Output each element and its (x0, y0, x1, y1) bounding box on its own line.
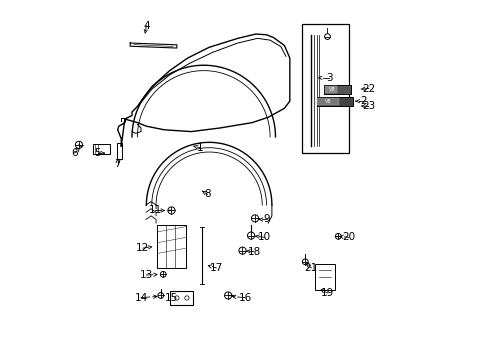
Text: 4: 4 (143, 21, 149, 31)
Text: 17: 17 (210, 263, 223, 273)
Text: 5: 5 (95, 148, 101, 158)
Text: 6: 6 (72, 148, 78, 158)
Text: 10: 10 (258, 232, 271, 242)
Text: 9: 9 (263, 215, 270, 224)
Text: 8: 8 (204, 189, 211, 199)
Text: V8: V8 (325, 99, 331, 104)
Text: 12: 12 (136, 243, 149, 253)
Text: 13: 13 (140, 270, 153, 280)
Bar (302, 24, 349, 153)
Text: V8: V8 (329, 87, 335, 92)
Bar (317, 97, 353, 106)
Bar (117, 143, 122, 159)
Text: 7: 7 (114, 159, 121, 169)
Text: 22: 22 (362, 84, 375, 94)
Text: 11: 11 (149, 206, 162, 216)
Text: 19: 19 (321, 288, 334, 298)
Bar (324, 86, 337, 93)
Text: 18: 18 (247, 247, 261, 257)
Bar (318, 98, 339, 105)
Bar (324, 85, 351, 94)
Text: 2: 2 (360, 96, 367, 106)
Text: 3: 3 (326, 73, 333, 83)
Text: 16: 16 (238, 293, 252, 303)
Text: 21: 21 (305, 263, 318, 273)
Text: 20: 20 (343, 232, 356, 242)
Text: 1: 1 (197, 143, 203, 153)
Text: 15: 15 (165, 293, 178, 303)
Text: 14: 14 (134, 293, 147, 303)
Text: 23: 23 (362, 102, 375, 112)
Bar (170, 291, 193, 305)
Bar (93, 144, 110, 154)
Bar (315, 264, 335, 291)
